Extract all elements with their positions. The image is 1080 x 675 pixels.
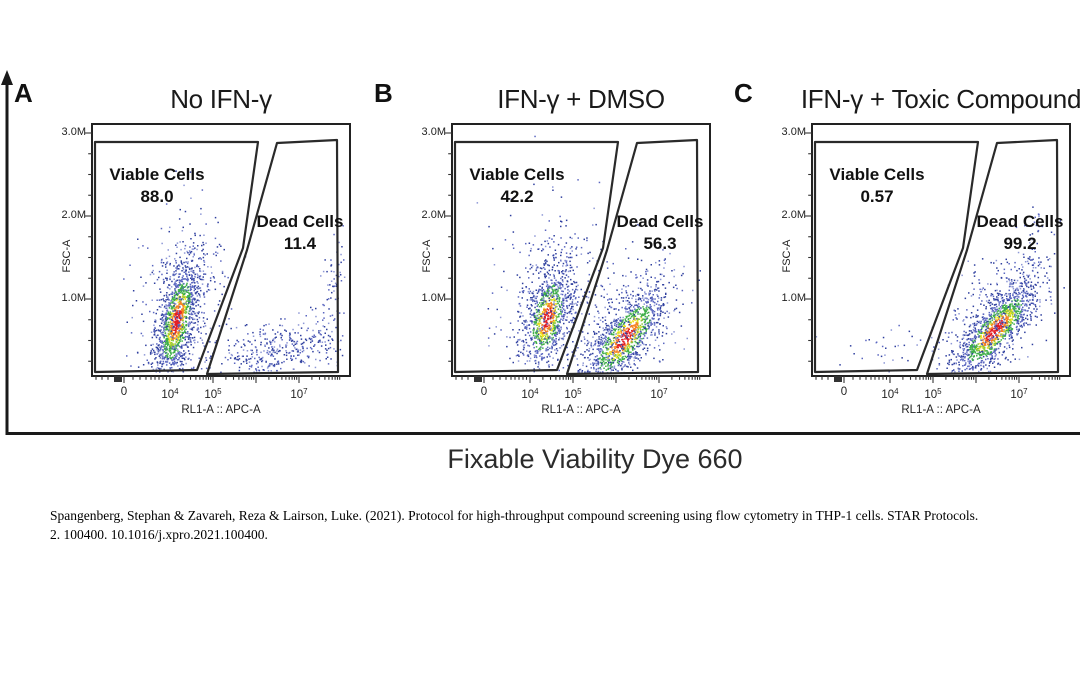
dead-gate-outline <box>565 138 700 376</box>
panel-b: B IFN-γ + DMSO FSC-A RL1-A :: APC-A Viab… <box>360 0 720 560</box>
plot-title: IFN-γ + Toxic Compound <box>800 84 1080 114</box>
y-tick-label: 1.0M <box>61 292 86 304</box>
x-tick-label: 107 <box>1010 387 1028 401</box>
x-tick-label: 0 <box>120 386 128 398</box>
x-tick-label: 104 <box>881 387 899 401</box>
gate-name: Viable Cells <box>109 165 205 184</box>
gate-value: 0.57 <box>860 187 894 206</box>
x-axis-label: RL1-A :: APC-A <box>181 404 261 416</box>
viable-gate-label: Viable Cells 42.2 <box>422 164 612 208</box>
viable-gate-outline <box>93 140 260 374</box>
viable-gate-label: Viable Cells 0.57 <box>782 164 972 208</box>
scatter-points <box>476 135 701 374</box>
gate-name: Dead Cells <box>976 212 1064 231</box>
cluster-viable-core <box>143 232 219 373</box>
viable-gate-outline <box>813 140 980 374</box>
cluster-viable-sparse <box>815 324 975 373</box>
scatter-points <box>123 170 346 374</box>
x-tick-label: 105 <box>564 387 582 401</box>
viable-gate-label: Viable Cells 88.0 <box>62 164 252 208</box>
cluster-dead-sparse <box>181 306 345 374</box>
flow-cytometry-plot <box>805 123 1071 383</box>
up-arrowhead-icon <box>1 70 13 85</box>
axis-ticks <box>85 132 341 383</box>
cluster-dead-halo <box>556 223 701 373</box>
scatter-points <box>815 206 1065 374</box>
y-tick-label: 3.0M <box>421 126 446 138</box>
plot-frame <box>91 123 351 377</box>
gate-value: 42.2 <box>500 187 534 206</box>
gate-value: 99.2 <box>1003 234 1037 253</box>
x-tick-label: 0 <box>480 386 488 398</box>
dead-gate-label: Dead Cells 99.2 <box>940 211 1080 255</box>
x-tick-label: 104 <box>521 387 539 401</box>
plot-title: IFN-γ + DMSO <box>497 84 665 114</box>
x-axis-label: RL1-A :: APC-A <box>901 404 981 416</box>
cluster-dead-tail-up <box>1008 213 1053 316</box>
panel-letter: B <box>374 78 393 108</box>
gate-name: Viable Cells <box>829 165 925 184</box>
y-tick-label: 3.0M <box>781 126 806 138</box>
y-tick-label: 2.0M <box>61 209 86 221</box>
gate-name: Dead Cells <box>616 212 704 231</box>
panel-c: C IFN-γ + Toxic Compound FSC-A RL1-A :: … <box>720 0 1080 560</box>
cluster-dead-halo <box>929 206 1062 374</box>
plot-frame <box>811 123 1071 377</box>
cluster-viable-halo <box>476 135 614 374</box>
y-tick-label: 3.0M <box>61 126 86 138</box>
panel-letter: A <box>14 78 33 108</box>
cluster-viable-halo <box>123 170 247 373</box>
gate-name: Dead Cells <box>256 212 344 231</box>
flow-cytometry-plot <box>85 123 351 383</box>
x-tick-label: 105 <box>204 387 222 401</box>
citation: Spangenberg, Stephan & Zavareh, Reza & L… <box>50 506 1050 544</box>
y-tick-label: 1.0M <box>421 292 446 304</box>
cluster-viable-core <box>513 249 583 373</box>
x-axis-label: RL1-A :: APC-A <box>541 404 621 416</box>
axis-ticks <box>805 132 1061 383</box>
x-tick-label: 104 <box>161 387 179 401</box>
gate-value: 88.0 <box>140 187 174 206</box>
x-tick-label: 107 <box>290 387 308 401</box>
citation-line-2: 2. 100400. 10.1016/j.xpro.2021.100400. <box>50 527 268 542</box>
y-tick-label: 1.0M <box>781 292 806 304</box>
dead-gate-outline <box>925 138 1060 376</box>
outer-x-axis-title: Fixable Viability Dye 660 <box>447 444 743 474</box>
dead-gate-outline <box>205 138 340 376</box>
plot-frame <box>451 123 711 377</box>
viable-gate-outline <box>453 140 620 374</box>
x-tick-label: 105 <box>924 387 942 401</box>
gate-value: 56.3 <box>643 234 677 253</box>
y-tick-label: 2.0M <box>781 209 806 221</box>
x-tick-label: 0 <box>840 386 848 398</box>
citation-line-1: Spangenberg, Stephan & Zavareh, Reza & L… <box>50 508 979 523</box>
gate-name: Viable Cells <box>469 165 565 184</box>
panel-letter: C <box>734 78 753 108</box>
dead-gate-label: Dead Cells 11.4 <box>220 211 380 255</box>
plot-title: No IFN-γ <box>170 84 272 114</box>
y-tick-label: 2.0M <box>421 209 446 221</box>
y-axis-label: FSC-A <box>61 239 73 273</box>
axis-ticks <box>445 132 701 383</box>
panel-a: A No IFN-γ FSC-A RL1-A :: APC-A Viable C… <box>0 0 360 560</box>
flow-cytometry-plot <box>445 123 711 383</box>
y-axis-label: FSC-A <box>781 239 793 273</box>
y-axis-label: FSC-A <box>421 239 433 273</box>
x-tick-label: 107 <box>650 387 668 401</box>
cluster-dead-core <box>937 253 1065 374</box>
dead-gate-label: Dead Cells 56.3 <box>580 211 740 255</box>
gate-value: 11.4 <box>283 234 317 253</box>
